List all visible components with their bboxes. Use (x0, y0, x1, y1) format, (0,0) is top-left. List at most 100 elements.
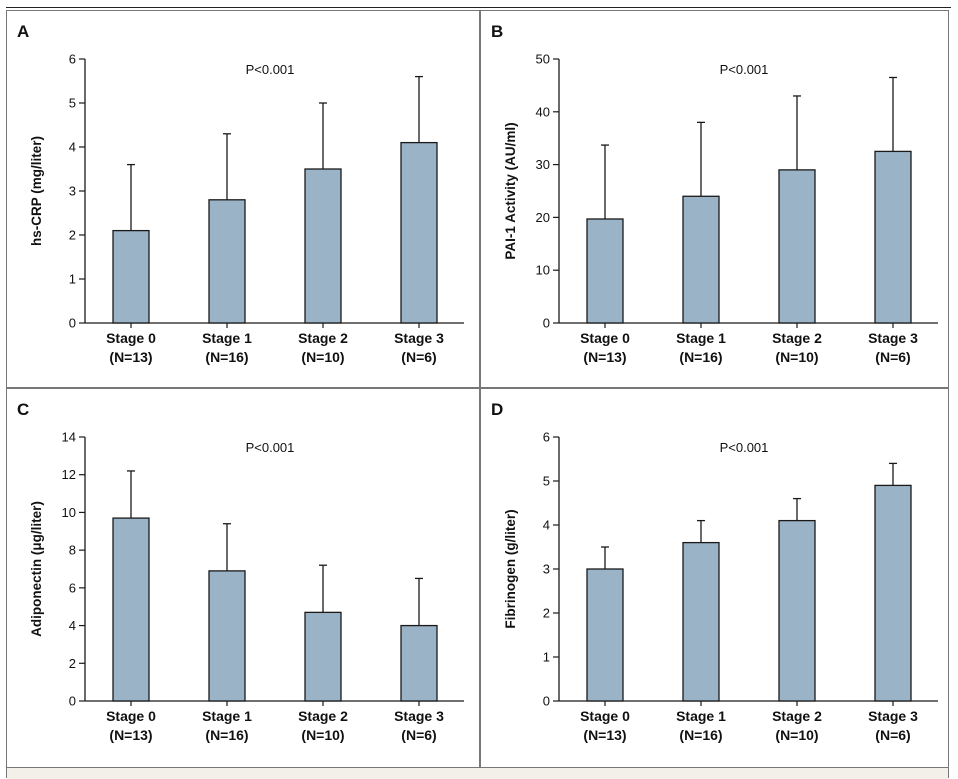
bar (304, 611, 342, 702)
y-tick-label: 6 (69, 52, 76, 67)
x-category-label: Stage 3 (868, 330, 918, 346)
x-sample-size-label: (N=6) (875, 727, 910, 743)
bar (400, 141, 438, 324)
bar (304, 168, 342, 324)
y-tick-label: 8 (69, 543, 76, 558)
y-tick-label: 3 (69, 184, 76, 199)
bar (208, 570, 246, 702)
y-axis-label: Fibrinogen (g/liter) (503, 509, 518, 628)
y-tick-label: 2 (69, 228, 76, 243)
panel-label: A (17, 22, 29, 41)
bar (208, 199, 246, 324)
y-tick-label: 50 (536, 52, 550, 67)
x-sample-size-label: (N=13) (583, 349, 626, 365)
top-rule (6, 7, 951, 8)
y-tick-label: 4 (69, 140, 76, 155)
bar (586, 218, 624, 324)
caption-strip (7, 767, 948, 779)
x-category-label: Stage 2 (298, 708, 348, 724)
panel-b: B P<0.001 PAI-1 Activity (AU/ml) 0 10 20 30 40 5… (481, 11, 948, 387)
x-sample-size-label: (N=13) (109, 349, 152, 365)
y-tick-label: 1 (69, 272, 76, 287)
x-category-label: Stage 2 (772, 708, 822, 724)
figure: A P<0.001 hs-CRP (mg/liter) 0 1 2 3 4 5 6 Stage 0(… (6, 10, 949, 779)
bar (400, 624, 438, 702)
y-tick-label: 5 (543, 474, 550, 489)
y-tick-label: 3 (543, 562, 550, 577)
y-tick-label: 4 (543, 518, 550, 533)
panel-c: C P<0.001 Adiponectin (μg/liter) 0 2 4 6 8 10 12 1… (7, 389, 479, 767)
panel-a: A P<0.001 hs-CRP (mg/liter) 0 1 2 3 4 5 6 Stage 0 (… (7, 11, 479, 387)
x-category-label: Stage 2 (298, 330, 348, 346)
x-category-label: Stage 1 (202, 708, 252, 724)
x-sample-size-label: (N=16) (679, 727, 722, 743)
x-category-label: Stage 3 (394, 708, 444, 724)
panel-label: C (17, 400, 29, 419)
panel-divider-vertical (479, 11, 481, 767)
panel-divider-horizontal (7, 387, 948, 389)
y-tick-label: 0 (543, 694, 550, 709)
y-axis-label: PAI-1 Activity (AU/ml) (503, 122, 518, 259)
p-value-annotation: P<0.001 (246, 62, 295, 77)
y-tick-label: 14 (62, 430, 76, 445)
y-tick-label: 10 (536, 263, 550, 278)
x-sample-size-label: (N=16) (205, 349, 248, 365)
x-category-label: Stage 1 (676, 330, 726, 346)
y-tick-label: 20 (536, 210, 550, 225)
y-tick-label: 0 (543, 316, 550, 331)
x-category-label: Stage 3 (868, 708, 918, 724)
x-category-label: Stage 0 (106, 330, 156, 346)
bar (874, 150, 912, 324)
bar (778, 169, 816, 324)
bar (682, 541, 720, 702)
p-value-annotation: P<0.001 (720, 62, 769, 77)
y-tick-label: 2 (69, 656, 76, 671)
y-tick-label: 1 (543, 650, 550, 665)
x-sample-size-label: (N=10) (301, 349, 344, 365)
y-tick-label: 6 (69, 580, 76, 595)
y-axis-label: Adiponectin (μg/liter) (29, 501, 44, 637)
p-value-annotation: P<0.001 (720, 440, 769, 455)
x-sample-size-label: (N=16) (679, 349, 722, 365)
y-tick-label: 0 (69, 316, 76, 331)
p-value-annotation: P<0.001 (246, 440, 295, 455)
y-tick-label: 12 (62, 467, 76, 482)
x-category-label: Stage 0 (580, 708, 630, 724)
y-tick-label: 30 (536, 157, 550, 172)
chart-svg: D P<0.001 Fibrinogen (g/liter) 0 1 2 3 4 5 6 Stage… (491, 400, 938, 743)
bar (112, 229, 150, 324)
y-tick-label: 4 (69, 618, 76, 633)
y-tick-label: 5 (69, 96, 76, 111)
panel-label: B (491, 22, 503, 41)
x-category-label: Stage 3 (394, 330, 444, 346)
x-sample-size-label: (N=6) (875, 349, 910, 365)
x-sample-size-label: (N=13) (109, 727, 152, 743)
x-category-label: Stage 0 (106, 708, 156, 724)
chart-svg: C P<0.001 Adiponectin (μg/liter) 0 2 4 6 8 10 12 1… (17, 400, 464, 743)
x-category-label: Stage 1 (202, 330, 252, 346)
bar (874, 484, 912, 702)
x-sample-size-label: (N=10) (775, 349, 818, 365)
x-sample-size-label: (N=6) (401, 727, 436, 743)
y-tick-label: 6 (543, 430, 550, 445)
x-category-label: Stage 2 (772, 330, 822, 346)
x-sample-size-label: (N=10) (301, 727, 344, 743)
x-sample-size-label: (N=13) (583, 727, 626, 743)
x-sample-size-label: (N=16) (205, 727, 248, 743)
chart-svg: A P<0.001 hs-CRP (mg/liter) 0 1 2 3 4 5 6 Stage 0 (… (17, 22, 464, 365)
panel-d: D P<0.001 Fibrinogen (g/liter) 0 1 2 3 4 5 6 Stage… (481, 389, 948, 767)
bar (778, 519, 816, 702)
y-tick-label: 2 (543, 606, 550, 621)
x-sample-size-label: (N=10) (775, 727, 818, 743)
y-tick-label: 0 (69, 694, 76, 709)
y-tick-label: 10 (62, 505, 76, 520)
panel-label: D (491, 400, 503, 419)
bar (586, 568, 624, 702)
y-tick-label: 40 (536, 104, 550, 119)
bar (112, 517, 150, 702)
x-sample-size-label: (N=6) (401, 349, 436, 365)
x-category-label: Stage 0 (580, 330, 630, 346)
x-category-label: Stage 1 (676, 708, 726, 724)
y-axis-label: hs-CRP (mg/liter) (29, 136, 44, 246)
chart-svg: B P<0.001 PAI-1 Activity (AU/ml) 0 10 20 30 40 5… (491, 22, 938, 365)
